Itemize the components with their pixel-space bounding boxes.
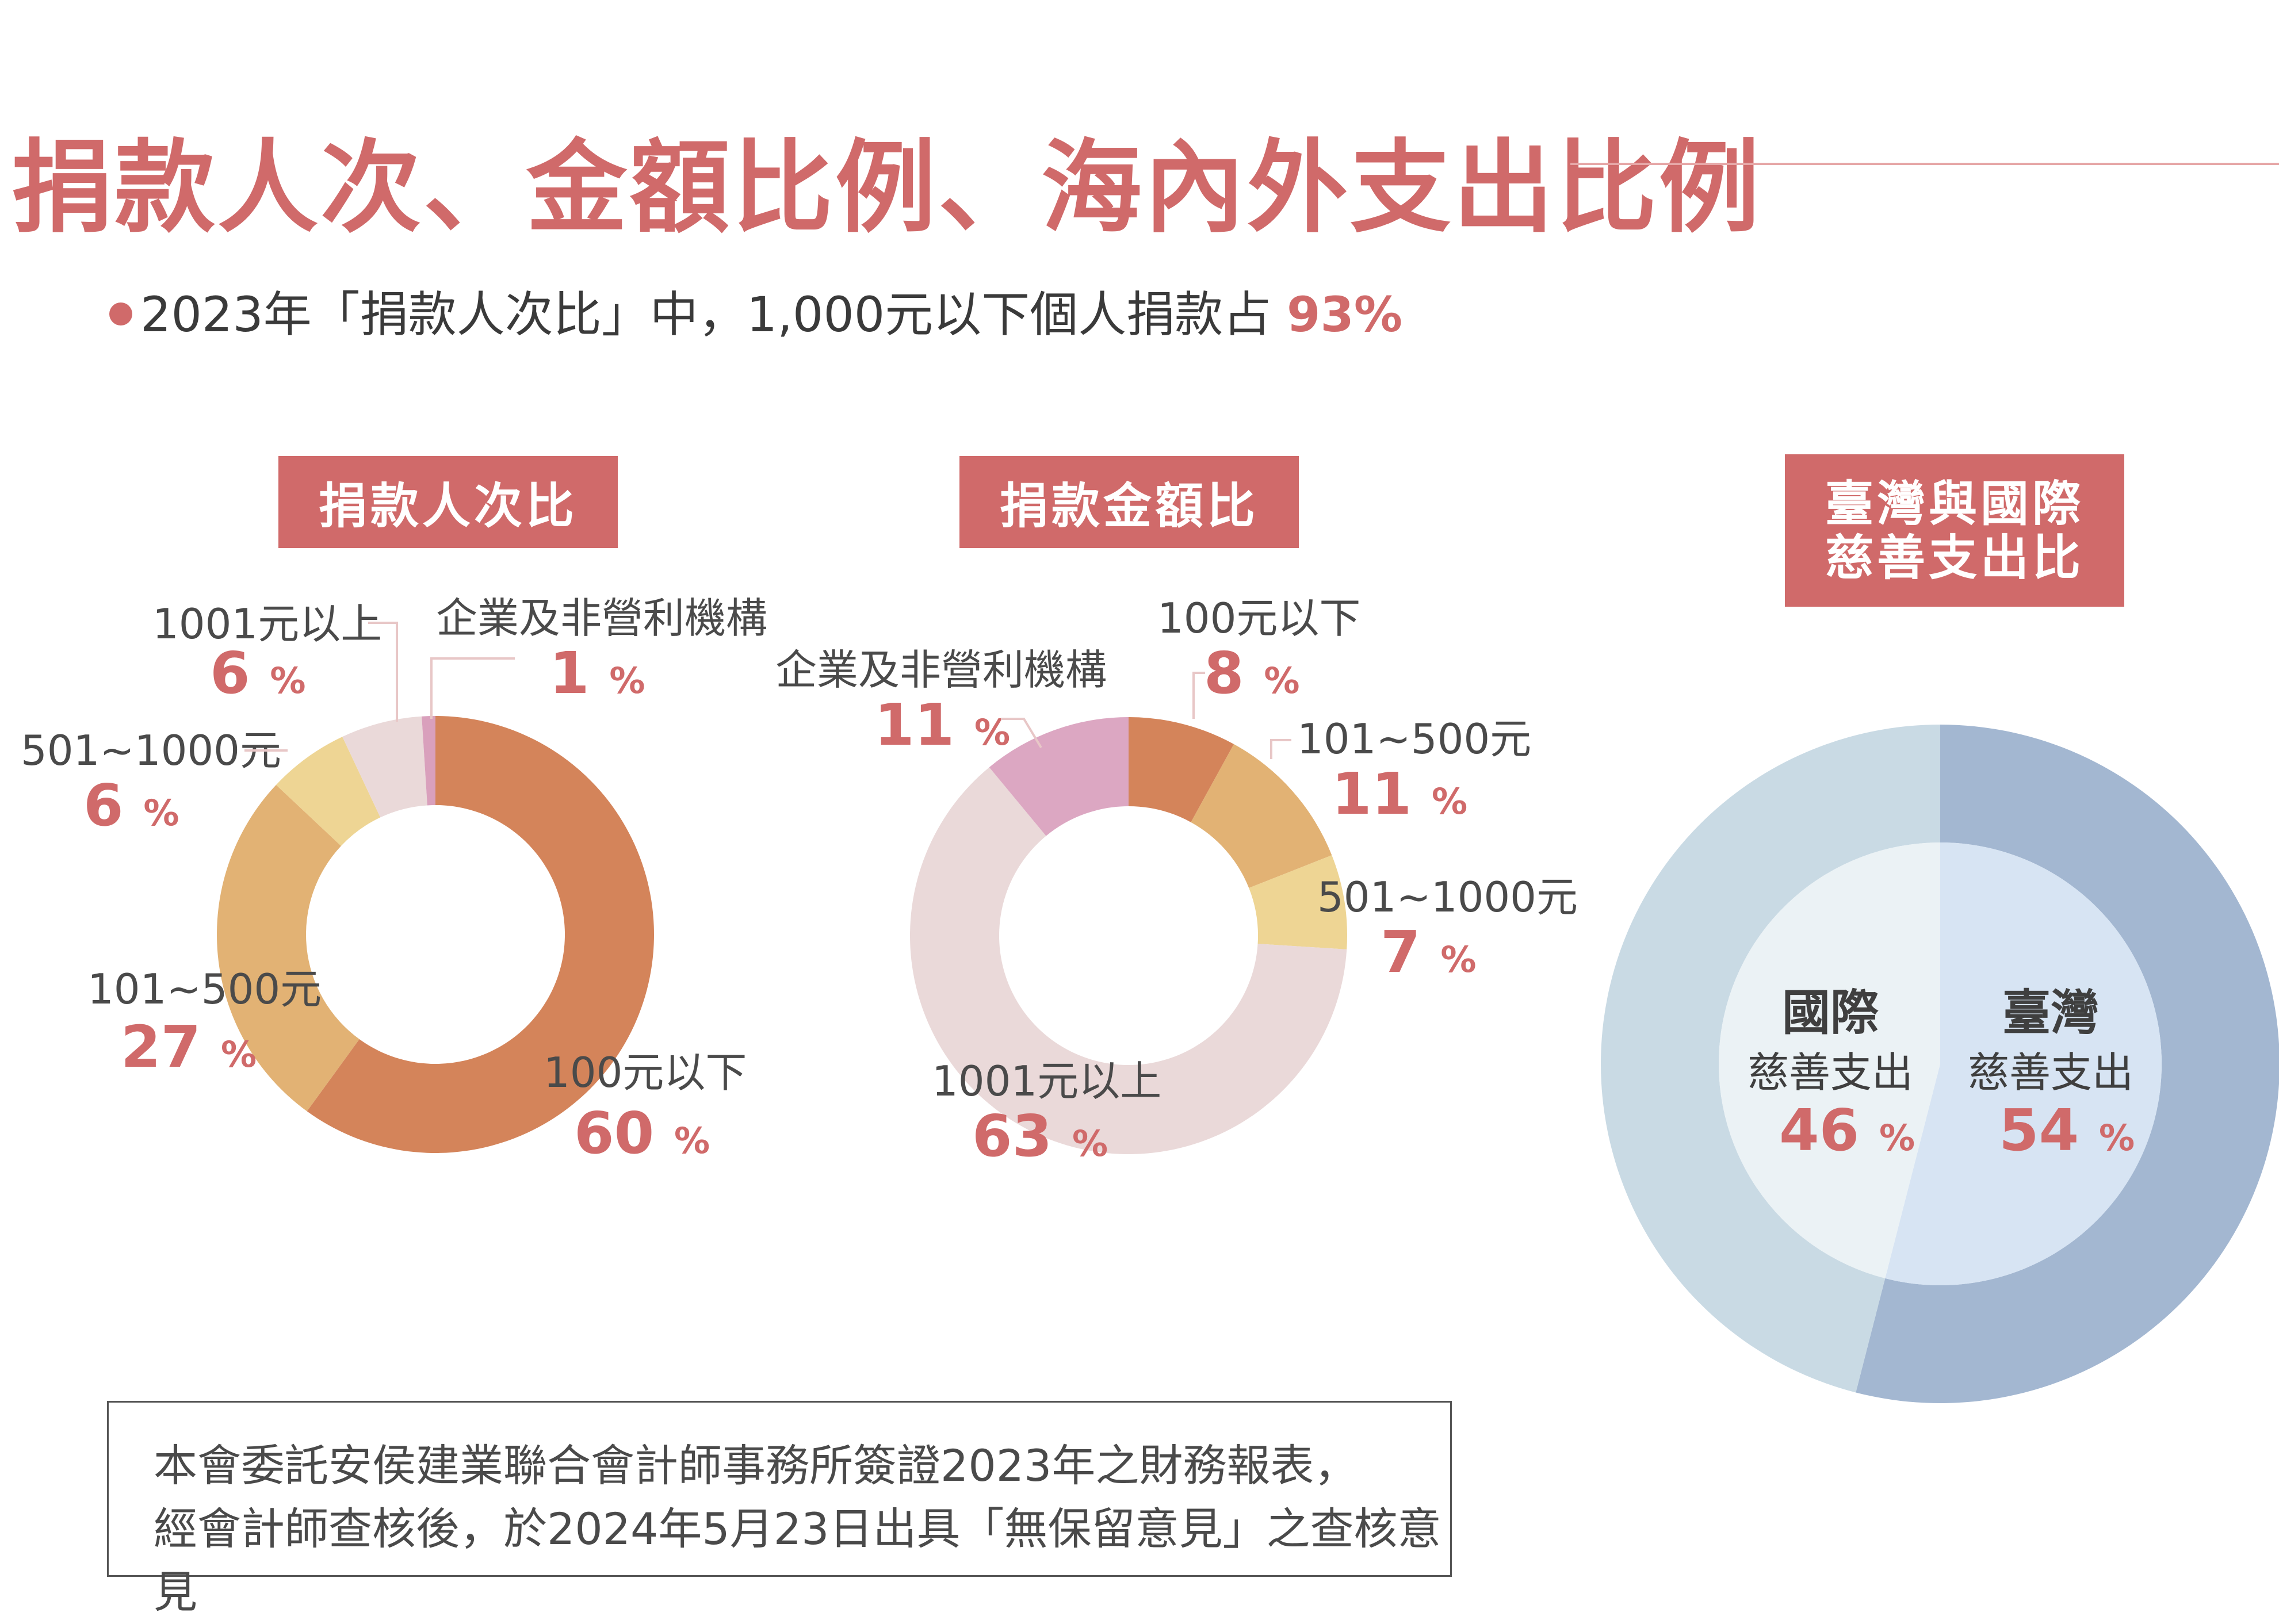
count-label-3: 1001元以上 xyxy=(152,600,382,648)
amount-slice-1 xyxy=(1191,744,1332,888)
amount-label-3: 1001元以上 xyxy=(932,1057,1161,1105)
summary-highlight: 93% xyxy=(1286,286,1403,343)
audit-note-line2: 經會計師查核後，於2024年5月23日出具「無保留意見」之查核意見 xyxy=(154,1503,1441,1618)
expense-label-0: 臺灣 xyxy=(2002,985,2099,1041)
count-slice-2 xyxy=(276,737,381,846)
summary-line: 2023年「捐款人次比」中，1,000元以下個人捐款占 93% xyxy=(109,276,1402,346)
amount-slice-3 xyxy=(910,767,1347,1154)
count-value-0: 60 % xyxy=(574,1100,710,1167)
expense-value-0: 54 % xyxy=(1999,1097,2135,1164)
bullet-icon xyxy=(109,302,132,325)
count-value-2: 6 % xyxy=(83,772,179,839)
count-leader-4 xyxy=(430,657,515,719)
count-slice-1 xyxy=(216,784,360,1112)
count-label-4: 企業及非營利機構 xyxy=(436,594,767,642)
expense-ratio-tag-line2: 慈善支出比 xyxy=(1825,529,2084,586)
amount-label-4: 企業及非營利機構 xyxy=(775,646,1107,694)
audit-note-line1: 本會委託安侯建業聯合會計師事務所簽證2023年之財務報表， xyxy=(154,1440,1358,1491)
expense-sublabel-0: 慈善支出 xyxy=(1968,1048,2133,1097)
amount-leader-4 xyxy=(1001,718,1042,749)
expense-ratio-tag-line1: 臺灣與國際 xyxy=(1825,475,2084,532)
page-title: 捐款人次、金額比例、海內外支出比例 xyxy=(12,130,1762,247)
expense-slice-0 xyxy=(1856,725,2279,1403)
count-label-0: 100元以下 xyxy=(544,1048,747,1097)
expense-sublabel-1: 慈善支出 xyxy=(1748,1048,1913,1097)
amount-slice-4 xyxy=(989,717,1129,836)
expense-inner-slice-1 xyxy=(1718,842,1940,1278)
expense-ratio-tag: 臺灣與國際 慈善支出比 xyxy=(1785,454,2124,607)
amount-label-1: 101~500元 xyxy=(1297,715,1531,763)
expense-slice-1 xyxy=(1600,725,1940,1393)
amount-leader-0 xyxy=(1192,672,1205,719)
count-slice-4 xyxy=(422,716,435,806)
amount-value-2: 7 % xyxy=(1381,918,1477,986)
donor-count-tag-text: 捐款人次比 xyxy=(318,477,578,534)
amount-value-4: 11 % xyxy=(874,691,1010,759)
amount-slice-0 xyxy=(1129,717,1234,822)
count-value-3: 6 % xyxy=(210,639,306,707)
donation-amount-tag: 捐款金額比 xyxy=(959,456,1299,548)
summary-text: 2023年「捐款人次比」中，1,000元以下個人捐款占 xyxy=(140,286,1272,343)
expense-label-1: 國際 xyxy=(1782,985,1879,1041)
count-label-1: 101~500元 xyxy=(87,965,322,1013)
amount-value-0: 8 % xyxy=(1204,639,1300,707)
donation-amount-tag-text: 捐款金額比 xyxy=(999,477,1259,534)
count-slice-3 xyxy=(342,716,427,818)
count-label-2: 501~1000元 xyxy=(21,726,281,775)
donor-count-tag: 捐款人次比 xyxy=(278,456,618,548)
count-value-1: 27 % xyxy=(121,1013,257,1081)
expense-inner-slice-0 xyxy=(1885,842,2162,1285)
count-leader-3 xyxy=(368,622,398,722)
expense-value-1: 46 % xyxy=(1779,1097,1915,1164)
amount-value-3: 63 % xyxy=(972,1102,1108,1170)
amount-label-2: 501~1000元 xyxy=(1317,873,1578,921)
count-value-4: 1 % xyxy=(549,639,645,707)
amount-leader-1 xyxy=(1270,739,1291,759)
amount-label-0: 100元以下 xyxy=(1157,594,1360,642)
title-divider xyxy=(1570,163,2279,165)
amount-value-1: 11 % xyxy=(1332,760,1467,828)
count-slice-0 xyxy=(307,716,654,1154)
audit-note: 本會委託安侯建業聯合會計師事務所簽證2023年之財務報表， 經會計師查核後，於2… xyxy=(107,1401,1452,1618)
amount-slice-2 xyxy=(1249,855,1347,949)
